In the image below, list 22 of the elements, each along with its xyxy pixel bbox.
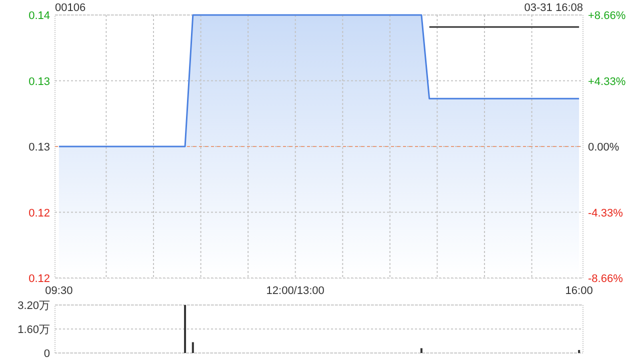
y2-tick-label: 0.00% [588, 142, 620, 154]
x-tick-label: 16:00 [565, 285, 593, 297]
y2-tick-label: -4.33% [588, 207, 624, 220]
y-tick-label: 0.12 [28, 273, 50, 285]
x-tick-label: 12:00/13:00 [266, 285, 324, 297]
y2-tick-label: -8.66% [588, 273, 624, 285]
bar [578, 350, 580, 353]
y-tick-label: 0.12 [28, 207, 50, 220]
y-tick-label: 0.13 [28, 142, 50, 154]
y-tick-label: 1.60万 [18, 324, 50, 336]
y-tick-label: 0.14 [28, 10, 50, 22]
y-tick-label: 0.13 [28, 76, 50, 88]
y-tick-label: 3.20万 [18, 300, 50, 312]
y-tick-label: 0 [44, 348, 50, 360]
text: 03-31 16:08 [524, 2, 583, 14]
bar [420, 348, 422, 353]
bar [192, 342, 194, 353]
chart-title: 00106 [55, 2, 86, 14]
x-tick-label: 09:30 [45, 285, 73, 297]
y2-tick-label: +8.66% [588, 10, 626, 22]
bar [184, 305, 186, 353]
y2-tick-label: +4.33% [588, 76, 626, 88]
